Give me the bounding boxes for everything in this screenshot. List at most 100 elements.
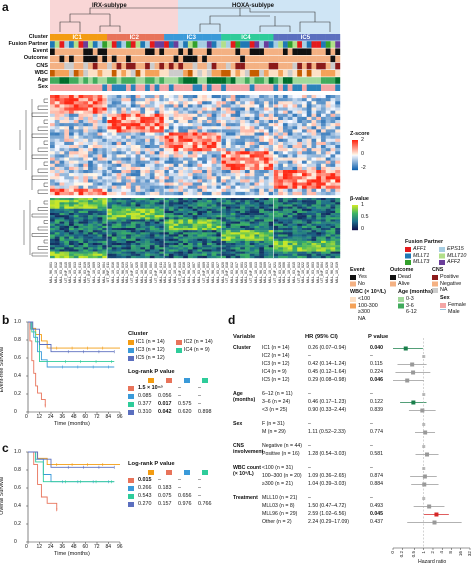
variable-group: Age (months) [233,391,256,403]
zscore-cell [273,95,279,99]
beta-cell [73,232,79,235]
zscore-cell [216,157,222,161]
zscore-cell [168,116,174,121]
beta-cell [178,228,184,231]
annotation-cell [102,84,108,91]
beta-cell [126,245,132,248]
zscore-cell [64,151,70,155]
zscore-cell [192,95,198,99]
beta-cell [159,210,165,214]
beta-cell [102,198,108,201]
annotation-cell [192,48,198,55]
zscore-cell [159,170,165,174]
zscore-colorbar-band [352,161,358,163]
zscore-cell [135,191,141,196]
zscore-cell [107,132,113,136]
beta-cell [69,240,74,244]
beta-cell [140,228,146,231]
zscore-cell [335,151,341,155]
beta-cell [107,198,113,201]
beta-cell [135,247,141,250]
beta-cell [69,221,74,224]
zscore-cell [301,163,307,168]
zscore-cell [225,166,231,171]
zscore-cell [235,170,241,174]
zscore-cell [254,179,260,183]
zscore-cell [173,151,179,155]
hr-point [410,362,415,367]
left-dendrogram [19,98,48,257]
zscore-cell [225,141,231,146]
beta-cell [206,253,212,257]
logrank-cell: – [178,485,181,491]
beta-cell [330,251,336,254]
zscore-cell [301,129,307,133]
zscore-cell [130,107,136,111]
zscore-cell [249,116,255,121]
zscore-cell [92,113,98,118]
zscore-cell [225,95,231,99]
beta-cell [149,210,155,214]
zscore-cell [88,129,93,133]
zscore-cell [59,116,65,121]
zscore-cell [50,135,55,139]
beta-cell [83,255,89,259]
annotation-cell [69,62,74,70]
beta-cell [235,215,241,218]
zscore-cell [154,182,160,186]
panel-d-forest-plot [392,338,471,550]
subtype-left-label: IRX-sublype [92,3,127,9]
zscore-cell [197,120,203,124]
beta-cell [292,208,298,212]
zscore-cell [59,166,65,171]
zscore-cell [197,116,203,121]
zscore-cell [69,151,74,155]
beta-cell [211,200,217,203]
zscore-cell [320,95,326,99]
zscore-cell [297,170,303,174]
annotation-cell [159,55,165,63]
zscore-cell [97,176,103,180]
zscore-cell [306,123,312,127]
beta-cell [211,236,217,239]
beta-cell [126,217,132,220]
beta-cell [221,198,227,201]
beta-cell [292,236,298,239]
annotation-cell [102,41,108,48]
zscore-cell [59,120,65,124]
zscore-cell [292,129,298,133]
beta-cell [282,253,288,257]
zscore-cell [164,176,170,180]
zscore-cell [107,179,113,183]
beta-cell [240,202,246,205]
zscore-cell [230,185,236,189]
annotation-cell [244,70,250,77]
zscore-cell [149,113,155,118]
zscore-cell [107,145,113,149]
annotation-cell [216,77,222,84]
zscore-cell [78,110,84,114]
zscore-cell [145,157,151,161]
beta-cell [273,198,279,201]
beta-cell [273,210,279,214]
beta-cell [197,232,203,235]
logrank-cell: 0.017 [158,401,172,407]
zscore-cell [206,163,212,168]
beta-cell [297,228,303,231]
beta-cell [126,219,132,222]
beta-cell [282,249,288,252]
beta-cell [330,228,336,231]
zscore-cell [107,151,113,155]
beta-cell [306,210,312,214]
beta-cell [211,213,217,216]
beta-cell [126,208,132,212]
zscore-cell [211,107,217,111]
beta-cell [225,251,231,254]
beta-cell [268,251,274,254]
beta-cell [154,215,160,218]
beta-cell [73,200,79,203]
hr-value: – [308,353,311,359]
zscore-cell [282,182,288,186]
annotation-cell [149,41,155,48]
zscore-cell [54,163,60,168]
